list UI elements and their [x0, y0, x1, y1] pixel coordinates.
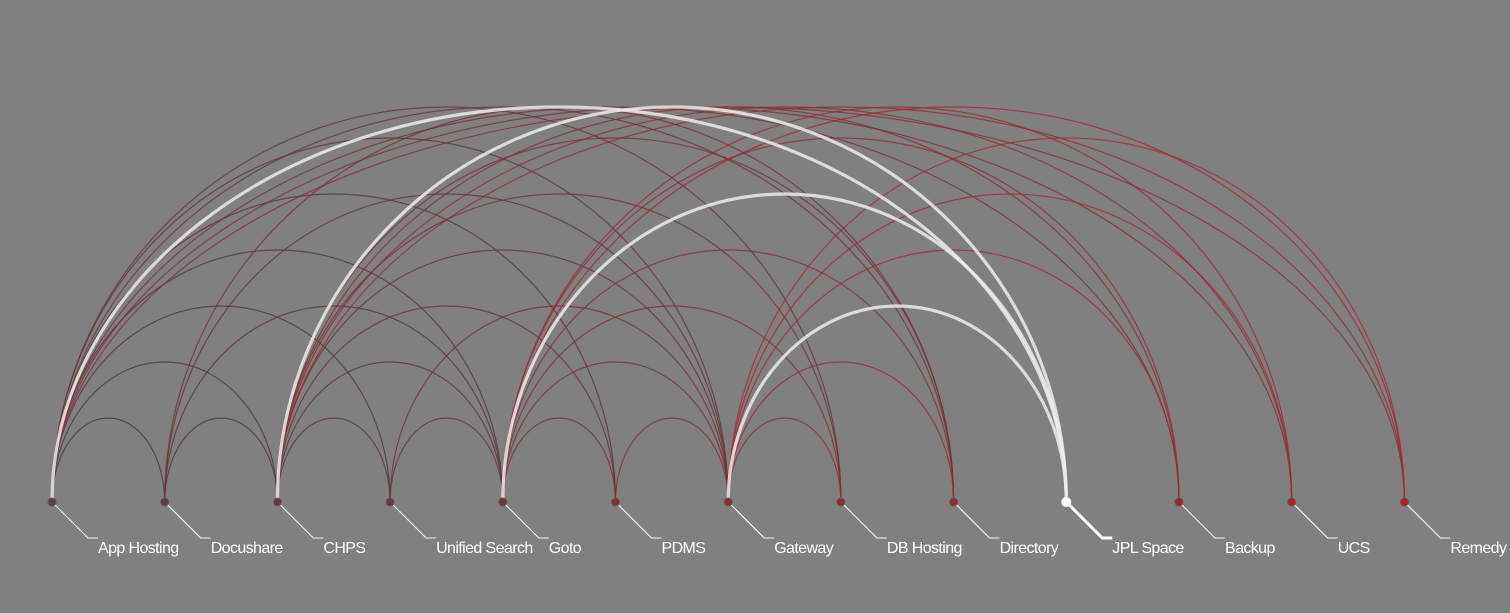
node-label: App Hosting [98, 540, 179, 557]
link-arc-goto-backup [502, 137, 1180, 503]
node-dot[interactable] [1061, 497, 1072, 507]
highlighted-link-jpl-space-gateway [726, 304, 1068, 504]
link-arc-app-hosting-gateway [51, 137, 729, 503]
node-remedy[interactable]: Remedy [1399, 497, 1508, 557]
node-goto[interactable]: Goto [498, 497, 582, 557]
link-arc-gateway-directory [727, 361, 955, 503]
link-arc-app-hosting-unified-search [51, 305, 391, 503]
link-arc-gateway-ucs [727, 193, 1293, 503]
node-dot[interactable] [723, 497, 733, 507]
link-arc-app-hosting-backup [51, 106, 1180, 503]
link-arc-app-hosting-pdms [51, 193, 617, 503]
node-unified-search[interactable]: Unified Search [385, 497, 533, 557]
link-arc-goto-pdms [502, 417, 617, 503]
node-leader-line [953, 501, 1000, 539]
node-pdms[interactable]: PDMS [611, 497, 706, 557]
node-leader-line [1178, 501, 1225, 539]
node-leader-line [164, 501, 211, 539]
node-dot[interactable] [1399, 497, 1409, 507]
link-arc-chps-directory [276, 137, 955, 503]
link-arc-pdms-gateway [614, 417, 729, 503]
node-dot[interactable] [498, 497, 508, 507]
node-app-hosting[interactable]: App Hosting [47, 497, 179, 557]
links-layer [51, 106, 1405, 503]
link-arc-gateway-db-hosting [727, 417, 842, 503]
node-dot[interactable] [949, 497, 959, 507]
node-leader-line [1291, 501, 1338, 539]
node-dot[interactable] [272, 497, 282, 507]
highlighted-link-jpl-space-chps [275, 105, 1068, 504]
node-dot[interactable] [160, 497, 170, 507]
node-dot[interactable] [611, 497, 620, 507]
node-dot[interactable] [1174, 497, 1184, 507]
node-leader-line [389, 501, 437, 539]
link-arc-app-hosting-remedy [51, 106, 1405, 503]
node-leader-line [840, 501, 887, 539]
node-chps[interactable]: CHPS [272, 497, 366, 557]
node-dot[interactable] [836, 497, 846, 507]
node-directory[interactable]: Directory [949, 497, 1059, 557]
node-label: Gateway [774, 540, 834, 557]
link-arc-app-hosting-directory [51, 106, 955, 503]
link-arc-gateway-remedy [727, 137, 1405, 503]
node-label: Unified Search [436, 540, 533, 557]
link-arc-unified-search-gateway [389, 305, 729, 503]
node-db-hosting[interactable]: DB Hosting [836, 497, 962, 557]
node-dot[interactable] [385, 497, 395, 507]
highlighted-link-jpl-space-goto [501, 192, 1068, 504]
node-label: CHPS [323, 540, 365, 557]
link-arc-docushare-goto [164, 305, 504, 503]
node-label: Docushare [211, 540, 284, 557]
node-label: Backup [1225, 540, 1275, 557]
link-arc-app-hosting-goto [51, 249, 504, 503]
node-leader-line [615, 501, 662, 539]
link-arc-app-hosting-chps [51, 361, 278, 503]
node-leader-line [502, 501, 549, 539]
link-arc-docushare-chps [164, 417, 278, 503]
node-leader-line [277, 501, 324, 539]
node-dot[interactable] [47, 497, 57, 507]
node-label: UCS [1338, 540, 1370, 557]
link-arc-goto-db-hosting [502, 305, 842, 503]
node-label: Remedy [1450, 540, 1507, 557]
link-arc-goto-remedy [502, 106, 1405, 503]
node-leader-line [727, 501, 775, 539]
link-arc-unified-search-goto [389, 417, 504, 503]
link-arc-chps-gateway [276, 249, 729, 503]
link-arc-chps-goto [276, 361, 504, 503]
node-gateway[interactable]: Gateway [723, 497, 834, 557]
nodes-layer: App Hosting Docushare CHPS Unified Search Go… [47, 497, 1508, 558]
node-label: Goto [549, 540, 582, 557]
link-arc-chps-db-hosting [276, 193, 842, 503]
link-arc-chps-pdms [276, 305, 617, 503]
link-arc-goto-gateway [502, 361, 729, 503]
link-arc-chps-remedy [276, 106, 1405, 503]
node-ucs[interactable]: UCS [1287, 497, 1370, 557]
link-arc-docushare-gateway [164, 193, 729, 503]
node-backup[interactable]: Backup [1174, 497, 1276, 557]
link-arc-chps-ucs [276, 106, 1293, 503]
node-jpl-space[interactable]: JPL Space [1061, 497, 1185, 558]
link-arc-goto-directory [502, 249, 955, 503]
link-arc-goto-ucs [502, 106, 1293, 503]
node-dot[interactable] [1287, 497, 1297, 507]
node-leader-line [51, 501, 98, 539]
link-arc-chps-backup [276, 106, 1180, 503]
link-arc-app-hosting-docushare [51, 417, 166, 503]
node-label: JPL Space [1112, 540, 1184, 557]
highlighted-links-layer [50, 105, 1068, 504]
link-arc-gateway-backup [727, 249, 1180, 503]
node-label: Directory [1000, 540, 1059, 557]
node-label: PDMS [662, 540, 706, 557]
node-leader-line [1404, 501, 1451, 539]
link-arc-chps-unified-search [276, 417, 391, 503]
node-label: DB Hosting [887, 540, 962, 557]
node-leader-line [1065, 500, 1113, 540]
highlighted-link-jpl-space-app-hosting [50, 105, 1068, 504]
node-docushare[interactable]: Docushare [160, 497, 284, 557]
